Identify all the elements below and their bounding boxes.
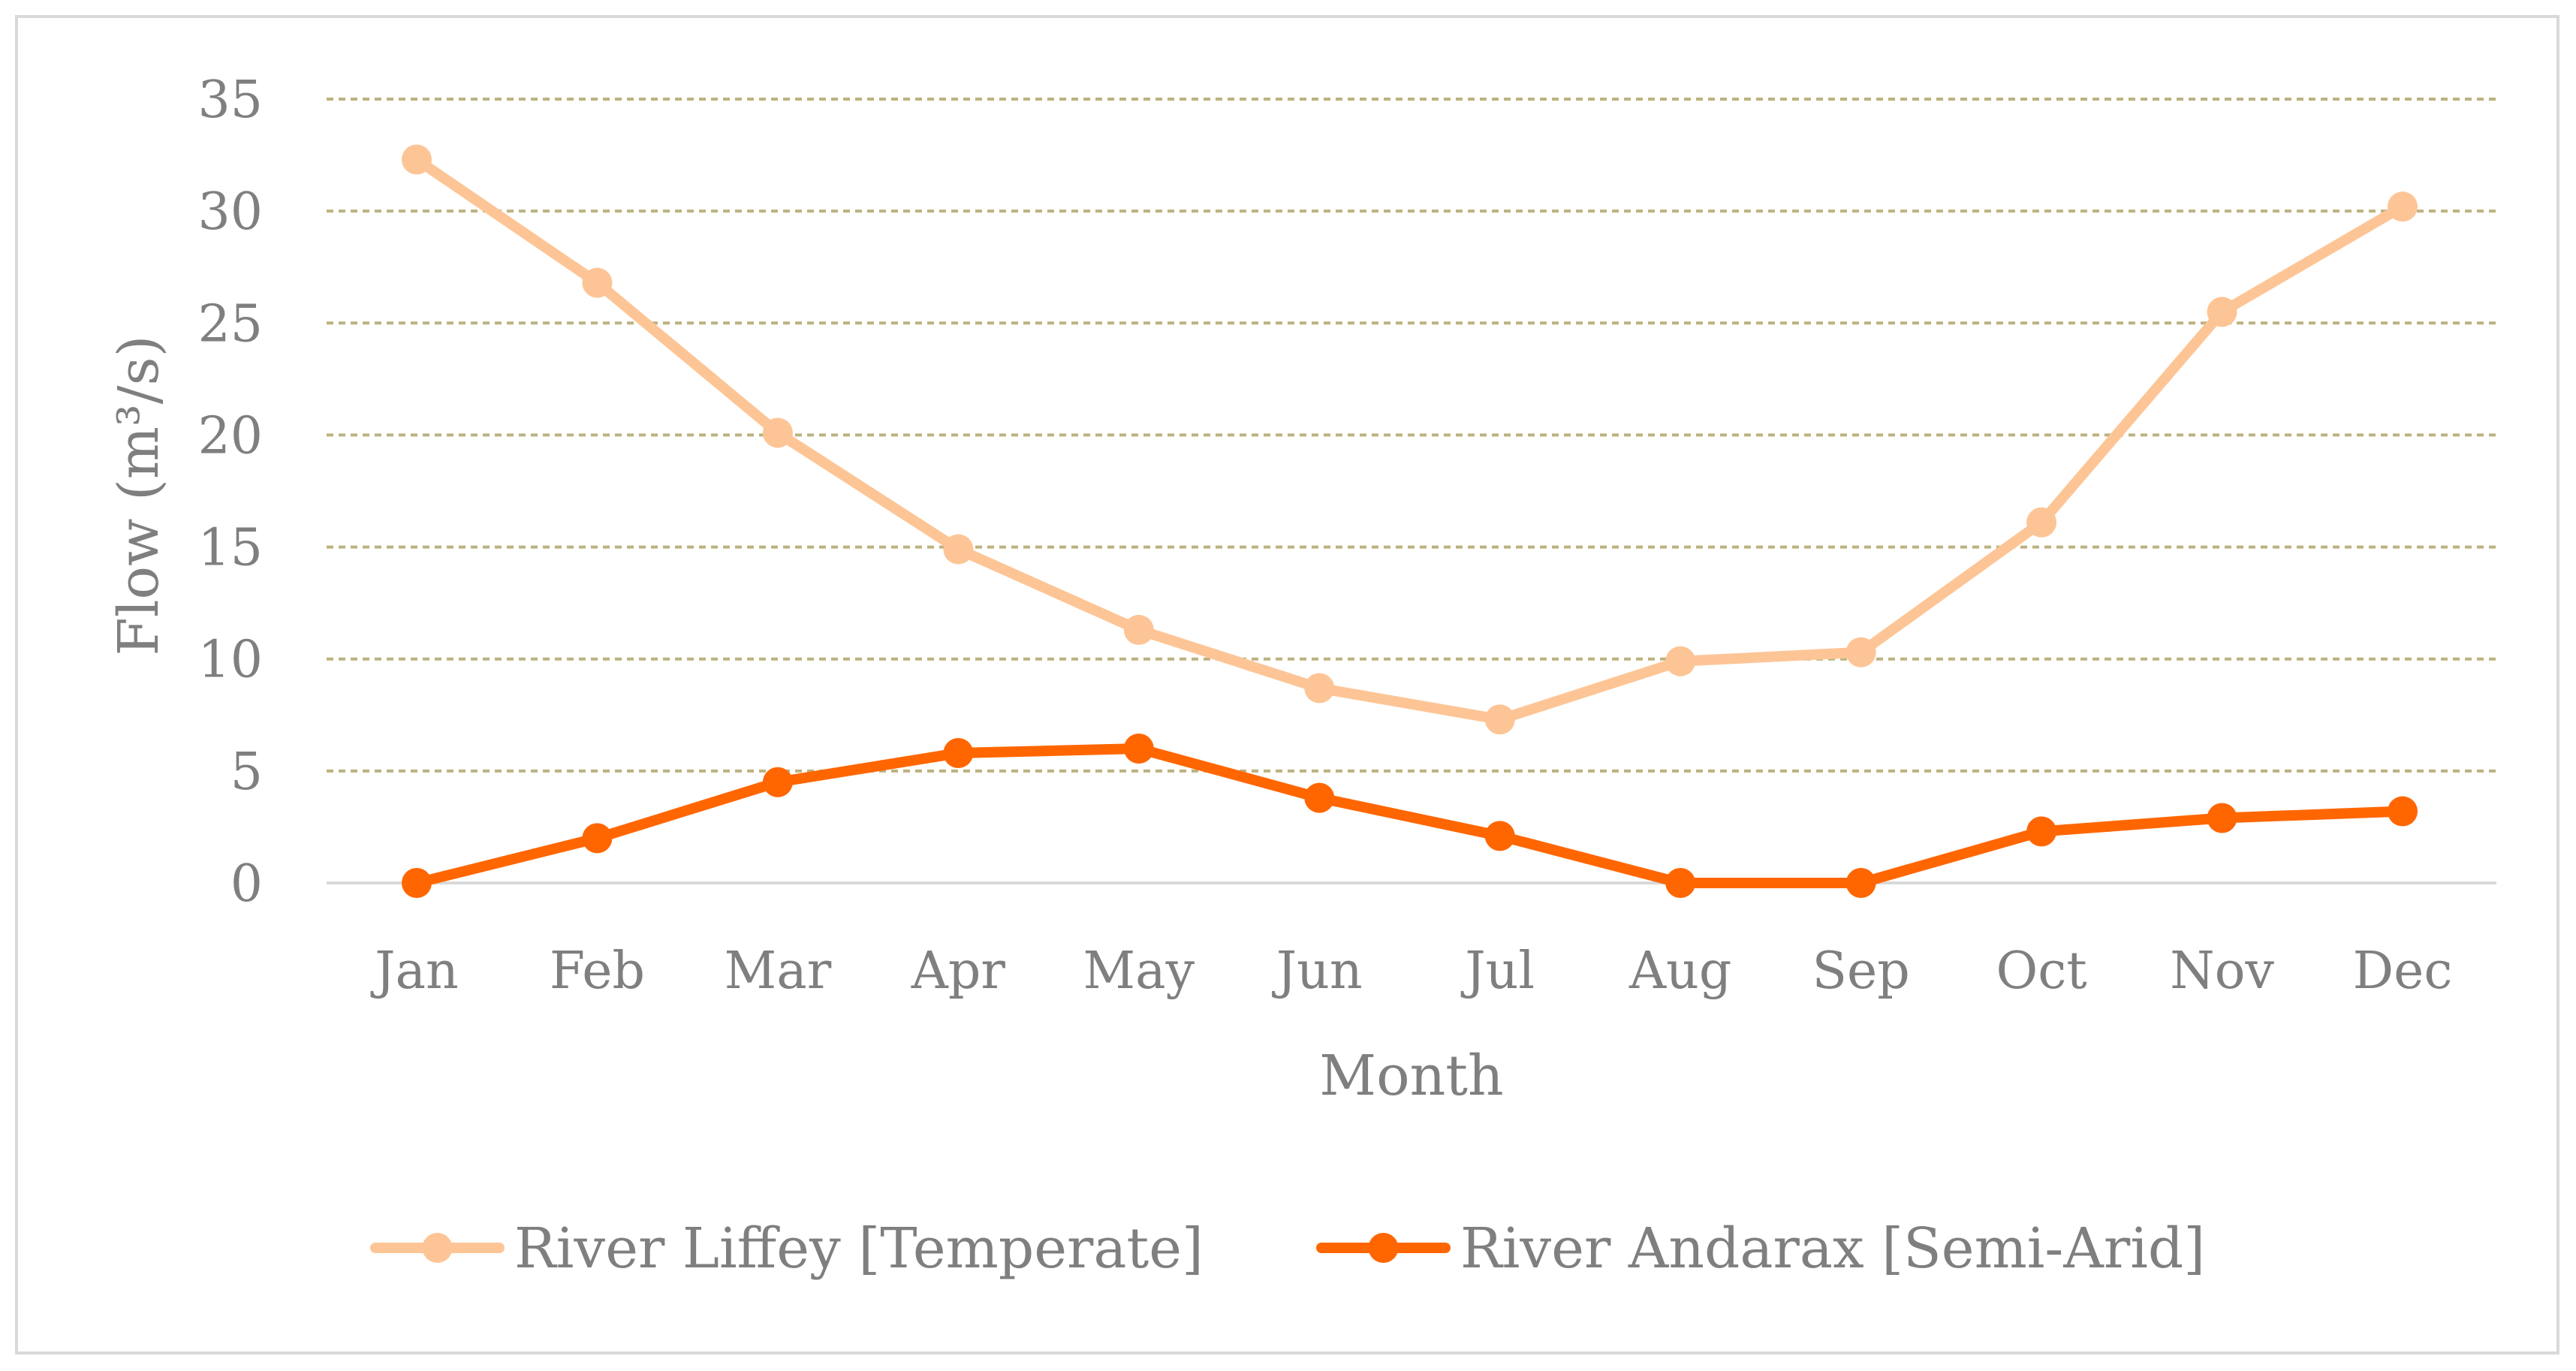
y-tick-label: 0 — [230, 854, 263, 914]
y-tick-label: 15 — [197, 519, 263, 578]
x-tick-label: Jun — [1272, 942, 1363, 1001]
data-point — [1484, 821, 1515, 851]
data-point — [2207, 297, 2237, 327]
x-tick-label: May — [1083, 942, 1195, 1001]
y-tick-label: 10 — [197, 631, 263, 690]
data-point — [1123, 734, 1154, 764]
data-point — [1665, 646, 1696, 676]
data-point — [582, 267, 613, 298]
data-point — [1484, 704, 1515, 735]
y-tick-label: 30 — [197, 182, 263, 242]
x-tick-label: Aug — [1628, 942, 1731, 1001]
legend: River Liffey [Temperate] River Andarax [S… — [370, 1216, 2205, 1281]
x-tick-label: Mar — [725, 942, 832, 1001]
data-point — [762, 767, 793, 797]
data-point — [2388, 191, 2418, 222]
data-point — [1845, 868, 1876, 898]
data-point — [1845, 637, 1876, 667]
legend-swatch-marker — [1368, 1233, 1399, 1263]
series-line — [411, 154, 2408, 725]
data-point — [402, 144, 432, 175]
x-tick-label: Sep — [1812, 942, 1909, 1001]
y-tick-label: 25 — [197, 294, 263, 354]
x-tick-label: Dec — [2353, 942, 2453, 1001]
legend-label: River Andarax [Semi-Arid] — [1460, 1216, 2205, 1281]
data-point — [1123, 614, 1154, 645]
data-point — [2207, 803, 2237, 833]
x-tick-label: Feb — [550, 942, 645, 1001]
data-point — [943, 737, 974, 768]
x-tick-label: Nov — [2170, 942, 2274, 1001]
x-axis-ticks: Jan Feb Mar Apr May Jun Jul Aug Sep Oct Nov Dec — [370, 942, 2452, 1001]
data-point — [2026, 816, 2057, 847]
data-point — [1304, 673, 1335, 704]
legend-swatch-marker — [422, 1233, 453, 1263]
data-point — [2388, 796, 2418, 827]
data-point — [762, 417, 793, 448]
data-point — [1304, 782, 1335, 813]
series-1 — [402, 144, 2418, 735]
data-point — [943, 534, 974, 565]
data-point — [582, 823, 613, 854]
y-tick-label: 35 — [197, 71, 263, 130]
data-point — [402, 868, 432, 898]
data-point — [1665, 868, 1696, 898]
y-axis-ticks: 0 5 10 15 20 25 30 35 — [197, 71, 263, 914]
y-tick-label: 5 — [230, 743, 263, 802]
chart-frame — [15, 15, 2559, 1354]
series-2 — [402, 734, 2418, 898]
legend-label: River Liffey [Temperate] — [514, 1216, 1204, 1281]
series-line — [411, 743, 2408, 888]
x-axis-title: Month — [1319, 1044, 1503, 1108]
data-point — [2026, 507, 2057, 538]
gridlines — [327, 98, 2496, 884]
y-axis-title: Flow (m³/s) — [107, 336, 171, 656]
x-tick-label: Jan — [370, 942, 459, 1001]
x-tick-label: Oct — [1996, 942, 2087, 1001]
y-tick-label: 20 — [197, 406, 263, 466]
legend-item-1: River Liffey [Temperate] — [370, 1216, 1204, 1281]
legend-item-2: River Andarax [Semi-Arid] — [1316, 1216, 2205, 1281]
x-tick-label: Jul — [1460, 942, 1535, 1001]
series-group — [402, 144, 2418, 898]
x-tick-label: Apr — [911, 942, 1006, 1001]
